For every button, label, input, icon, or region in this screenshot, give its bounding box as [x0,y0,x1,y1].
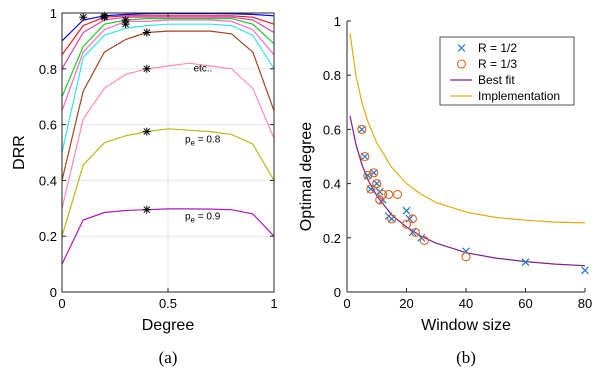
data-point-x [357,125,366,134]
x-tick-label: 0 [343,296,350,311]
y-tick-label: 0.8 [39,62,57,77]
data-point-circle [366,184,376,194]
legend-label: Implementation [478,89,560,103]
y-tick-label: 1 [50,6,57,21]
x-tick-label: 0.5 [159,296,177,311]
data-point-x [408,228,417,237]
series-line [61,19,275,111]
star-marker [121,20,130,29]
x-axis-label: Window size [421,317,511,334]
series-line [61,16,275,70]
legend-swatch [456,59,467,69]
x-tick-label: 20 [399,296,413,311]
data-point-circle [387,214,397,224]
data-point-circle [461,252,471,262]
x-tick-label: 80 [578,296,592,311]
y-tick-label: 0.4 [323,177,341,192]
y-axis-label: Optimal degree [298,122,315,231]
series-line [61,18,275,97]
x-axis-label: Degree [142,317,195,334]
series-line [61,62,275,209]
data-point-circle [401,219,412,229]
data-point-x [405,214,414,223]
star-marker [100,13,109,22]
y-tick-label: 0.2 [39,229,57,244]
data-point-circle [360,151,370,162]
panel-b: 0 20 40 60 80 0 0.2 0.4 0.6 0.8 1 R = 1/2 R = 1/3 Bes… [298,14,592,367]
data-point-circle [384,189,394,199]
y-tick-label: 0.6 [39,118,57,133]
data-point-x [387,214,396,223]
data-point-circle [369,168,379,178]
series-line [349,33,586,224]
data-point-x [360,152,369,161]
data-point-x [581,266,589,275]
panel-label: (a) [159,348,178,367]
y-tick-label: 0.8 [323,68,341,83]
data-point-x [372,179,381,188]
star-marker [142,64,151,73]
annotation-label: pe = 0.9 [185,211,221,224]
panel-label: (b) [456,348,476,367]
star-marker [142,28,151,37]
star-marker [142,205,151,214]
x-tick-label: 40 [459,296,473,311]
y-tick-label: 1 [334,14,341,29]
series-line [61,23,275,153]
x-tick-label: 1 [270,296,277,311]
y-tick-label: 0.2 [323,231,341,246]
star-marker [142,127,151,136]
x-tick-label: 0 [58,296,65,311]
y-tick-label: 0 [50,285,57,300]
series-line [61,208,275,265]
data-point-circle [363,170,373,181]
data-point-x [521,258,530,267]
data-point-x [402,206,411,215]
series-line [61,30,275,181]
y-axis-label: DRR [11,135,28,170]
panel-a: etc.. pe = 0.8 pe = 0.9 0 0.5 1 0 0.2 0.4 0.6 0.8 1… [11,6,278,367]
data-point-circle [372,179,382,189]
legend-label: R = 1/2 [478,41,517,55]
legend-label: R = 1/3 [478,57,517,71]
data-point-circle [375,195,385,205]
y-tick-label: 0.4 [39,173,57,188]
y-tick-label: 0 [334,285,341,300]
x-tick-label: 60 [518,296,532,311]
data-point-circle [393,189,403,199]
legend-label: Best fit [478,73,515,87]
legend-swatch [457,44,466,52]
data-point-circle [410,227,420,237]
star-marker [79,13,88,22]
annotation-label: etc.. [193,64,212,75]
data-point-circle [357,124,367,134]
y-tick-label: 0.6 [323,122,341,137]
data-point-circle [378,189,388,199]
series-line [61,128,275,237]
annotation-label: pe = 0.8 [185,135,221,148]
data-point-circle [407,214,418,224]
data-point-circle [419,235,429,246]
